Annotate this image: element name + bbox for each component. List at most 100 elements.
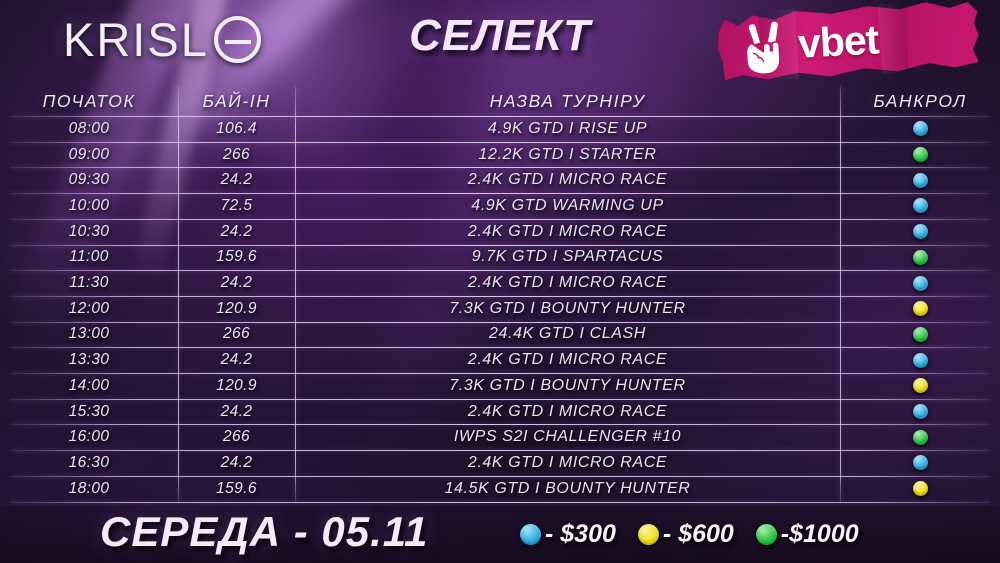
cell-buyin: 106.4: [178, 120, 295, 138]
cell-start-text: 10:30: [68, 222, 110, 240]
table-divider: [10, 295, 990, 297]
cell-name: 2.4K GTD I MICRO RACE: [295, 351, 840, 369]
legend-item: - $600: [637, 519, 734, 549]
bankroll-dot: [912, 249, 928, 265]
cell-bankroll: [840, 275, 1000, 291]
cell-start-text: 11:30: [69, 274, 109, 292]
cell-bankroll: [840, 404, 1000, 420]
footer: [0, 506, 1000, 563]
cell-bankroll: [840, 172, 1000, 188]
cell-buyin-text: 24.2: [220, 453, 253, 471]
bankroll-dot: [912, 455, 928, 471]
legend-item: - $300: [520, 520, 616, 549]
cell-bankroll: [840, 326, 1000, 342]
cell-name: IWPS S2I CHALLENGER #10: [295, 428, 840, 446]
table-row: 16:00 266 IWPS S2I CHALLENGER #10: [0, 424, 1000, 450]
sponsor-name: vbet: [796, 15, 880, 67]
cell-start-text: 10:00: [68, 196, 110, 214]
table-divider: [10, 270, 990, 272]
cell-bankroll: [840, 224, 1000, 240]
col-header-buyin: БАЙ-ІН: [178, 91, 295, 112]
table-divider: [10, 373, 990, 374]
bankroll-legend: - $300 - $600 -$1000: [520, 516, 940, 552]
table-divider: [10, 321, 990, 323]
cell-start: 12:00: [0, 300, 178, 318]
cell-buyin-text: 106.4: [216, 119, 257, 137]
table-divider: [10, 450, 990, 452]
cell-name-text: 12.2K GTD I STARTER: [478, 145, 657, 163]
bankroll-dot: [912, 224, 928, 240]
victory-hand-icon: [745, 20, 781, 75]
header: KRISL СЕЛЕКТ vbet: [0, 0, 1000, 86]
cell-buyin: 266: [178, 325, 295, 343]
table-divider: [10, 424, 990, 426]
cell-name: 7.3K GTD I BOUNTY HUNTER: [295, 300, 840, 318]
cell-name: 4.9K GTD WARMING UP: [295, 197, 840, 215]
table-row: 14:00 120.9 7.3K GTD I BOUNTY HUNTER: [0, 373, 1000, 399]
cell-bankroll: [840, 352, 1000, 368]
cell-buyin-text: 159.6: [216, 248, 257, 266]
table-header-row: ПОЧАТОК БАЙ-ІН НАЗВА ТУРНІРУ БАНКРОЛ: [0, 86, 1000, 116]
legend-label: - $600: [662, 519, 734, 548]
circle-with-bar-icon: [213, 15, 261, 63]
cell-start-text: 15:30: [68, 402, 110, 420]
table-divider: [10, 398, 990, 400]
bankroll-dot: [912, 121, 928, 137]
cell-buyin-text: 24.2: [220, 274, 253, 292]
cell-name-text: 2.4K GTD I MICRO RACE: [467, 402, 668, 420]
bankroll-dot: [912, 429, 928, 445]
cell-bankroll: [840, 198, 1000, 214]
cell-start: 13:30: [0, 351, 178, 369]
cell-bankroll: [840, 249, 1000, 265]
table-divider: [10, 475, 990, 477]
table-row: 13:30 24.2 2.4K GTD I MICRO RACE: [0, 347, 1000, 373]
cell-name-text: 2.4K GTD I MICRO RACE: [467, 351, 668, 369]
cell-bankroll: [840, 121, 1000, 137]
cell-bankroll: [840, 481, 1000, 497]
cell-start: 11:30: [0, 274, 178, 292]
cell-name: 7.3K GTD I BOUNTY HUNTER: [295, 377, 840, 395]
legend-dot: [520, 523, 541, 545]
table-row: 10:30 24.2 2.4K GTD I MICRO RACE: [0, 219, 1000, 245]
table-divider: [10, 116, 990, 117]
table-divider: [10, 193, 990, 195]
cell-name-text: 2.4K GTD I MICRO RACE: [467, 453, 668, 471]
tournament-schedule-table: ПОЧАТОК БАЙ-ІН НАЗВА ТУРНІРУ БАНКРОЛ 08:00 10…: [0, 86, 1000, 506]
cell-buyin: 24.2: [178, 223, 295, 241]
table-row: 15:30 24.2 2.4K GTD I MICRO RACE: [0, 399, 1000, 425]
cell-buyin-text: 159.6: [216, 479, 257, 497]
cell-start-text: 14:00: [68, 376, 110, 394]
legend-dot: [637, 523, 659, 545]
cell-buyin: 266: [178, 146, 295, 164]
cell-name-text: 14.5K GTD I BOUNTY HUNTER: [444, 479, 691, 497]
col-header-start-text: ПОЧАТОК: [42, 90, 136, 111]
bankroll-dot: [912, 172, 928, 188]
cell-buyin-text: 120.9: [216, 376, 257, 394]
cell-start-text: 16:30: [68, 453, 110, 471]
cell-name-text: 2.4K GTD I MICRO RACE: [467, 274, 668, 292]
sponsor-banner-vbet[interactable]: vbet: [716, 0, 981, 83]
cell-buyin: 24.2: [178, 454, 295, 472]
legend-item: -$1000: [755, 520, 859, 549]
legend-label: - $300: [545, 519, 616, 548]
cell-name-text: 9.7K GTD I SPARTACUS: [471, 248, 664, 266]
cell-buyin: 24.2: [178, 171, 295, 189]
table-divider: [10, 347, 990, 349]
cell-buyin: 72.5: [178, 197, 295, 215]
cell-start: 11:00: [0, 248, 178, 266]
cell-start: 09:30: [0, 171, 178, 189]
col-header-bankroll: БАНКРОЛ: [840, 91, 1000, 112]
table-divider: [10, 501, 990, 503]
cell-name: 9.7K GTD I SPARTACUS: [295, 248, 840, 266]
cell-name: 2.4K GTD I MICRO RACE: [295, 403, 840, 421]
cell-name-text: 24.4K GTD I CLASH: [489, 325, 646, 343]
table-row: 18:00 159.6 14.5K GTD I BOUNTY HUNTER: [0, 476, 1000, 502]
table-row: 10:00 72.5 4.9K GTD WARMING UP: [0, 193, 1000, 219]
table-row: 08:00 106.4 4.9K GTD I RISE UP: [0, 116, 1000, 142]
col-header-start: ПОЧАТОК: [0, 91, 178, 112]
date-label: СЕРЕДА - 05.11: [100, 508, 429, 555]
cell-buyin-text: 24.2: [220, 222, 253, 240]
bankroll-dot: [912, 404, 928, 420]
cell-name-text: 2.4K GTD I MICRO RACE: [467, 171, 668, 189]
